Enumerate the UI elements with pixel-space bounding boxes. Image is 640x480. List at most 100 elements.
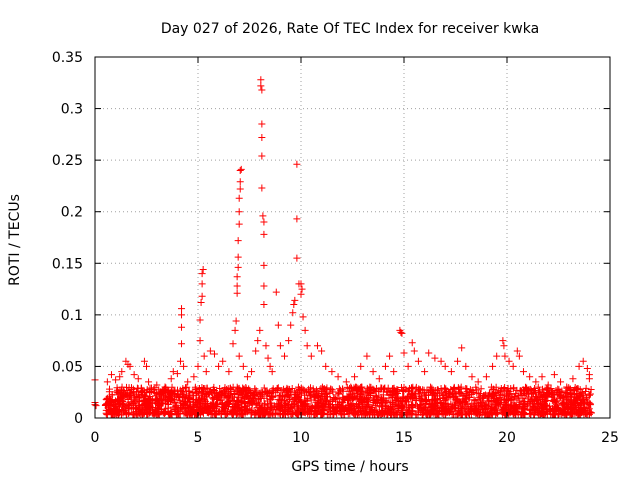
roti-band-point — [533, 408, 541, 416]
roti-point — [400, 349, 408, 357]
roti-band-point — [235, 398, 243, 406]
roti-band-point — [485, 397, 493, 405]
roti-point — [103, 378, 111, 386]
roti-point — [92, 402, 100, 410]
roti-band-point — [577, 401, 585, 409]
roti-point — [234, 253, 242, 261]
roti-point — [190, 373, 198, 381]
roti-band-point — [530, 390, 538, 398]
roti-band-point — [294, 383, 302, 391]
roti-point — [303, 342, 311, 350]
axis-ticks — [94, 56, 611, 419]
roti-band-point — [280, 409, 288, 417]
roti-band-point — [179, 400, 187, 408]
roti-band-point — [556, 393, 564, 401]
roti-band-point — [161, 408, 169, 416]
roti-band-point — [554, 407, 562, 415]
x-tick-label: 20 — [498, 430, 516, 446]
roti-band-point — [497, 399, 505, 407]
roti-band-point — [570, 387, 578, 395]
roti-point — [254, 337, 262, 345]
roti-band-point — [115, 401, 123, 409]
roti-band-point — [242, 406, 250, 414]
roti-band-point — [328, 386, 336, 394]
roti-point — [397, 328, 405, 336]
roti-band-point — [270, 387, 278, 395]
roti-point — [289, 309, 297, 317]
roti-band-point — [450, 384, 458, 392]
roti-band-point — [431, 409, 439, 417]
roti-band-point — [472, 383, 480, 391]
roti-band-point — [357, 397, 365, 405]
roti-band-point — [308, 403, 316, 411]
roti-band-point — [181, 393, 189, 401]
roti-band-point — [377, 384, 385, 392]
roti-band-point — [221, 384, 229, 392]
roti-band-point — [284, 411, 292, 419]
roti-band-point — [462, 384, 470, 392]
roti-band-point — [191, 385, 199, 393]
roti-point — [260, 218, 268, 226]
roti-band-point — [575, 409, 583, 417]
roti-band-point — [485, 389, 493, 397]
roti-point — [234, 263, 242, 271]
roti-band-point — [235, 407, 243, 415]
roti-band-point — [155, 402, 163, 410]
roti-band-point — [372, 392, 380, 400]
roti-band-point — [493, 389, 501, 397]
roti-point — [489, 362, 497, 370]
roti-band-point — [118, 394, 126, 402]
roti-point — [258, 133, 266, 141]
roti-point — [260, 282, 268, 290]
roti-band-point — [572, 399, 580, 407]
roti-point — [116, 373, 124, 381]
roti-point — [232, 317, 240, 325]
roti-band-point — [295, 395, 303, 403]
roti-point — [248, 368, 256, 376]
roti-point — [130, 371, 138, 379]
roti-band-point — [371, 402, 379, 410]
roti-band-point — [127, 384, 135, 392]
roti-band-point — [505, 405, 513, 413]
roti-point — [198, 270, 206, 278]
roti-band-point — [436, 390, 444, 398]
roti-point — [291, 296, 299, 304]
roti-band-point — [577, 392, 585, 400]
roti-band-point — [403, 393, 411, 401]
roti-point — [243, 373, 251, 381]
roti-point — [118, 368, 126, 376]
roti-band-point — [293, 387, 301, 395]
roti-band-point — [175, 394, 183, 402]
roti-band-point — [581, 388, 589, 396]
roti-band-point — [327, 408, 335, 416]
roti-band-point — [186, 404, 194, 412]
roti-band-point — [496, 393, 504, 401]
roti-point — [404, 362, 412, 370]
roti-band-point — [537, 399, 545, 407]
roti-band-point — [217, 389, 225, 397]
roti-band-point — [188, 408, 196, 416]
roti-band-point — [519, 391, 527, 399]
roti-band-point — [247, 397, 255, 405]
roti-point — [225, 368, 233, 376]
roti-band-point — [147, 405, 155, 413]
roti-band-point — [204, 407, 212, 415]
roti-band-point — [283, 393, 291, 401]
roti-band-point — [587, 401, 595, 409]
roti-band-point — [364, 386, 372, 394]
roti-band-point — [102, 400, 110, 408]
roti-band-point — [320, 385, 328, 393]
roti-point — [299, 313, 307, 321]
roti-band-point — [173, 410, 181, 418]
roti-band-point — [339, 410, 347, 418]
roti-band-point — [108, 391, 116, 399]
roti-point — [468, 373, 476, 381]
roti-point — [519, 368, 527, 376]
roti-band-point — [539, 410, 547, 418]
roti-band-point — [400, 383, 408, 391]
roti-band-point — [448, 403, 456, 411]
roti-band-point — [120, 399, 128, 407]
roti-band-point — [246, 399, 254, 407]
roti-band-point — [409, 385, 417, 393]
roti-band-point — [387, 406, 395, 414]
